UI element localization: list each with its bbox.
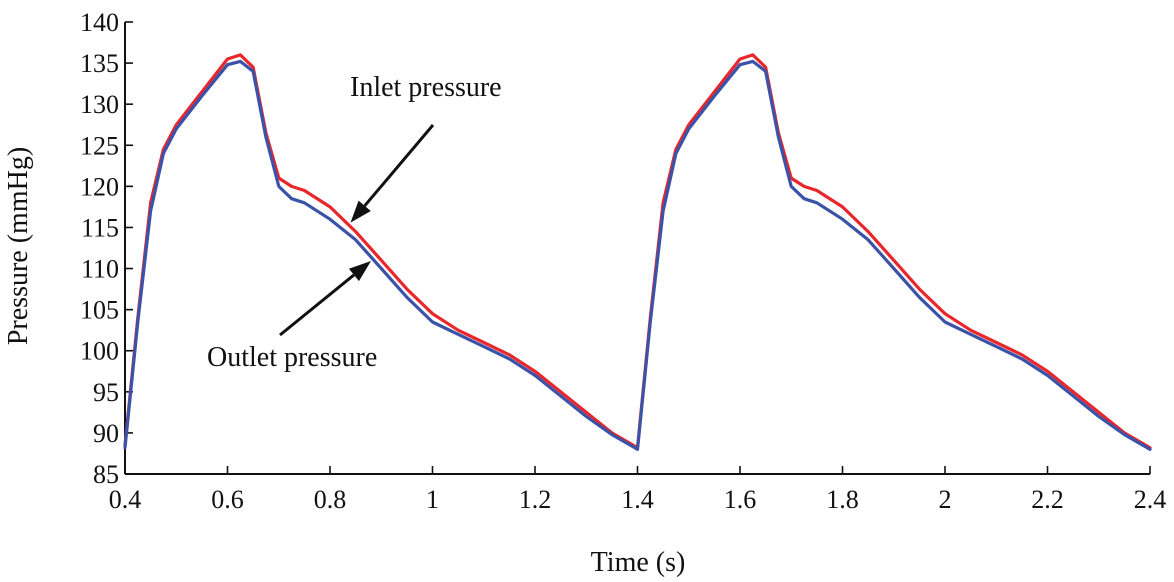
annotation-outlet-pressure: Outlet pressure xyxy=(207,342,377,373)
y-tick-label: 105 xyxy=(80,296,119,325)
x-tick-label: 2 xyxy=(939,485,952,514)
y-tick-label: 120 xyxy=(80,172,119,201)
y-axis-ticks: 85 90 95 100 105 110 115 120 125 130 135 140 xyxy=(80,8,133,489)
arrow-inlet-pressure xyxy=(363,124,435,207)
x-tick-label: 2.4 xyxy=(1134,485,1167,514)
x-tick-label: 1.2 xyxy=(519,485,552,514)
y-tick-label: 95 xyxy=(93,378,119,407)
series-line-inlet-pressure xyxy=(123,53,1152,450)
series-line-outlet-pressure xyxy=(123,59,1152,451)
x-tick-label: 1 xyxy=(426,485,439,514)
y-tick-label: 130 xyxy=(80,90,119,119)
annotations: Inlet pressure Outlet pressure xyxy=(207,72,502,373)
x-tick-label: 1.8 xyxy=(826,485,859,514)
y-tick-label: 115 xyxy=(81,213,119,242)
y-tick-label: 135 xyxy=(80,49,119,78)
series-lines xyxy=(123,53,1152,451)
y-tick-label: 110 xyxy=(81,255,119,284)
annotation-inlet-pressure: Inlet pressure xyxy=(350,72,502,103)
y-tick-label: 90 xyxy=(93,419,119,448)
arrowhead-inlet-pressure xyxy=(350,200,371,223)
x-axis-ticks: 0.4 0.6 0.8 1 1.2 1.4 1.6 1.8 2 2.2 2.4 xyxy=(109,466,1167,514)
arrowhead-outlet-pressure xyxy=(348,261,371,282)
y-axis-label: Pressure (mmHg) xyxy=(3,147,34,345)
x-tick-label: 0.6 xyxy=(211,485,244,514)
y-tick-label: 100 xyxy=(80,337,119,366)
y-tick-label: 140 xyxy=(80,8,119,37)
y-tick-label: 85 xyxy=(93,460,119,489)
arrow-outlet-pressure xyxy=(279,273,355,337)
x-tick-label: 2.2 xyxy=(1031,485,1064,514)
x-tick-label: 0.8 xyxy=(314,485,347,514)
x-tick-label: 1.6 xyxy=(724,485,757,514)
x-axis-label: Time (s) xyxy=(591,547,686,578)
plot-area xyxy=(124,22,1150,475)
x-tick-label: 0.4 xyxy=(109,485,142,514)
x-tick-label: 1.4 xyxy=(621,485,654,514)
y-tick-label: 125 xyxy=(80,131,119,160)
